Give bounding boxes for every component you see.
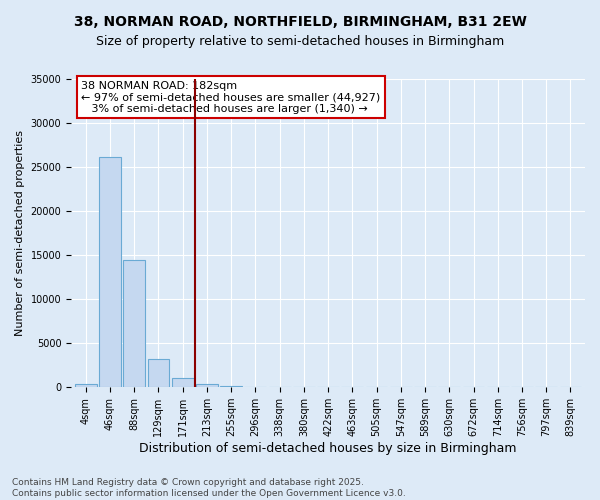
Bar (220, 386, 242, 387)
Bar (196, 384, 218, 387)
Text: 38, NORMAN ROAD, NORTHFIELD, BIRMINGHAM, B31 2EW: 38, NORMAN ROAD, NORTHFIELD, BIRMINGHAM,… (74, 15, 526, 29)
Bar (123, 260, 145, 387)
Bar (148, 359, 169, 387)
Y-axis label: Number of semi-detached properties: Number of semi-detached properties (15, 130, 25, 336)
Bar (75, 384, 97, 387)
Text: Contains HM Land Registry data © Crown copyright and database right 2025.
Contai: Contains HM Land Registry data © Crown c… (12, 478, 406, 498)
X-axis label: Distribution of semi-detached houses by size in Birmingham: Distribution of semi-detached houses by … (139, 442, 517, 455)
Text: 38 NORMAN ROAD: 182sqm
← 97% of semi-detached houses are smaller (44,927)
   3% : 38 NORMAN ROAD: 182sqm ← 97% of semi-det… (82, 80, 380, 114)
Bar (99, 158, 121, 387)
Bar (172, 378, 194, 387)
Text: Size of property relative to semi-detached houses in Birmingham: Size of property relative to semi-detach… (96, 35, 504, 48)
